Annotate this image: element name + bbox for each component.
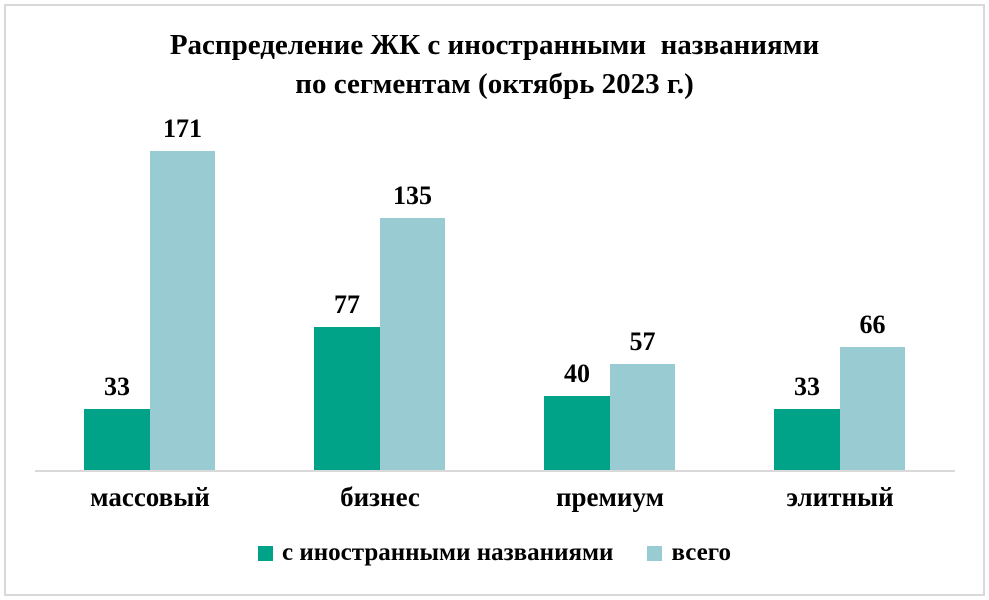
legend-label: всего <box>671 539 732 566</box>
x-axis-line <box>35 470 955 472</box>
legend-swatch-icon <box>257 545 273 561</box>
bar <box>544 396 610 471</box>
bar <box>150 151 215 471</box>
category-label: массовый <box>90 482 210 512</box>
bar <box>774 409 840 471</box>
value-label: 66 <box>859 310 886 339</box>
bar <box>840 347 905 471</box>
bar <box>380 218 445 471</box>
chart-title: Распределение ЖК с иностранными названия… <box>0 26 989 104</box>
value-label: 33 <box>794 372 820 401</box>
legend-item: всего <box>647 539 731 567</box>
chart-title-line-1: Распределение ЖК с иностранными названия… <box>169 29 820 61</box>
legend: с иностранными названиями всего <box>0 539 989 567</box>
legend-item: с иностранными названиями <box>257 539 614 567</box>
value-label: 33 <box>104 372 130 401</box>
category-label: бизнес <box>340 482 420 512</box>
bar <box>314 327 380 471</box>
value-label: 77 <box>334 290 360 319</box>
value-label: 135 <box>393 181 432 210</box>
bar <box>84 409 150 471</box>
category-label: элитный <box>786 482 894 512</box>
chart-title-line-2: по сегментам (октябрь 2023 г.) <box>295 68 694 100</box>
bar <box>610 364 675 471</box>
legend-swatch-icon <box>647 545 663 561</box>
value-label: 40 <box>564 359 590 388</box>
category-label: премиум <box>555 482 665 512</box>
value-label: 171 <box>163 114 202 143</box>
legend-label: с иностранными названиями <box>281 539 614 566</box>
value-label: 57 <box>629 327 656 356</box>
